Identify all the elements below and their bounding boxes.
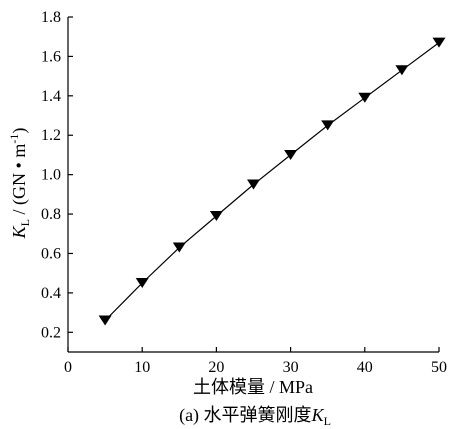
data-point-marker xyxy=(321,120,335,131)
x-tick-label: 50 xyxy=(431,359,447,376)
x-tick-label: 40 xyxy=(357,359,373,376)
y-tick-label: 1.2 xyxy=(41,127,61,144)
chart-caption: (a) 水平弹簧刚度KL xyxy=(179,405,331,428)
data-point-marker xyxy=(172,242,186,253)
x-tick-label: 10 xyxy=(134,359,150,376)
chart-caption-symbol: K xyxy=(311,405,325,425)
chart-caption-prefix: (a) 水平弹簧刚度 xyxy=(179,405,311,426)
x-tick-label: 30 xyxy=(283,359,299,376)
y-axis-unit-suffix: ) xyxy=(9,128,30,134)
data-point-marker xyxy=(98,315,112,326)
chart-caption-subscript: L xyxy=(324,414,331,428)
data-point-marker xyxy=(135,278,149,289)
data-point-marker xyxy=(284,149,298,160)
data-point-marker xyxy=(395,65,409,76)
x-tick-label: 0 xyxy=(64,359,72,376)
y-axis-symbol-subscript: L xyxy=(18,219,32,226)
x-axis-title: 土体模量 / MPa xyxy=(193,377,313,397)
data-point-marker xyxy=(209,211,223,222)
axes-layer: 0 10 20 30 40 50 0.2 0.4 0.6 0.8 1.0 1.2 1.4 1.6 1.8 xyxy=(41,9,447,376)
y-tick-label: 0.8 xyxy=(41,206,61,223)
data-point-marker xyxy=(358,92,372,103)
y-tick-label: 0.2 xyxy=(41,324,61,341)
series-layer xyxy=(98,37,446,326)
y-axis-unit-superscript: -1 xyxy=(7,134,21,144)
data-point-marker xyxy=(432,37,446,48)
y-tick-label: 0.4 xyxy=(41,285,61,302)
y-axis-title: KL / (GN • m-1) xyxy=(7,128,32,240)
y-tick-label: 1.0 xyxy=(41,167,61,184)
y-tick-label: 1.4 xyxy=(41,88,61,105)
y-axis-unit-prefix: / (GN • m xyxy=(9,144,30,219)
series-line xyxy=(104,42,440,321)
x-tick-label: 20 xyxy=(208,359,224,376)
data-point-marker xyxy=(247,179,260,190)
y-tick-label: 1.6 xyxy=(41,48,61,65)
text-layer: 土体模量 / MPa KL / (GN • m-1) (a) 水平弹簧刚度KL xyxy=(7,128,331,428)
y-tick-label: 1.8 xyxy=(41,9,61,26)
y-tick-label: 0.6 xyxy=(41,245,61,262)
y-axis-symbol: K xyxy=(9,225,29,239)
